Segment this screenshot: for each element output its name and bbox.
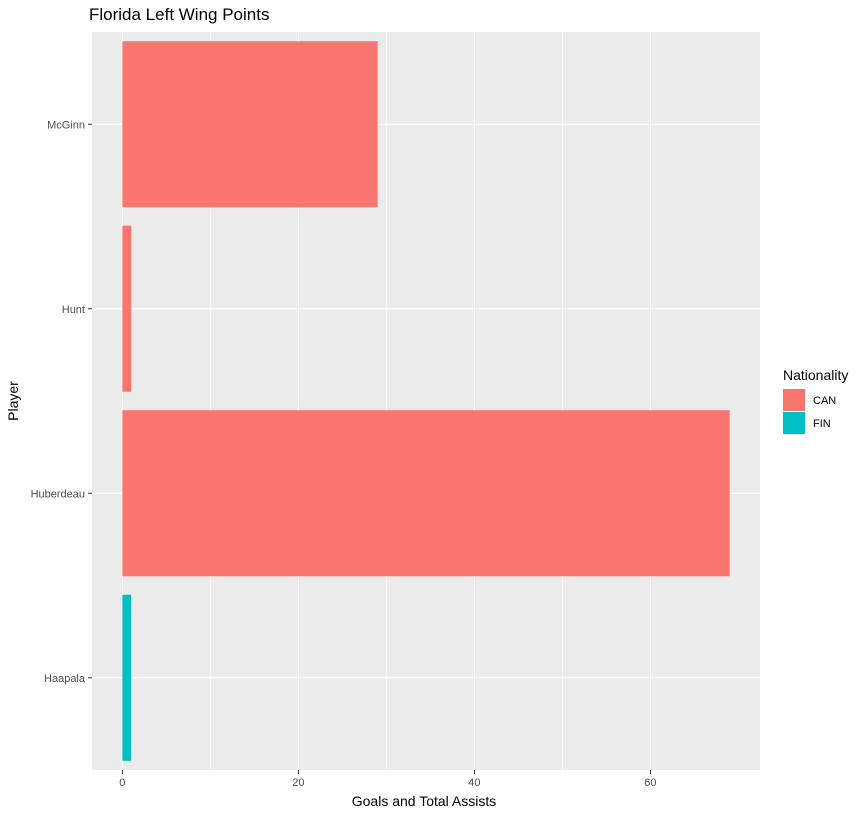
- y-tick-label: Hunt: [62, 304, 85, 316]
- legend: Nationality CAN FIN: [783, 367, 848, 434]
- x-tick-label: 20: [292, 777, 304, 789]
- y-axis: Haapala Huberdeau Hunt McGinn: [31, 119, 92, 685]
- x-axis: 0 20 40 60: [119, 770, 657, 789]
- x-tick-label: 60: [644, 777, 656, 789]
- bar-hunt: [122, 225, 132, 392]
- chart-title: Florida Left Wing Points: [89, 5, 269, 24]
- legend-key-can: [783, 389, 805, 411]
- y-tick-label: Huberdeau: [31, 488, 85, 500]
- y-axis-title: Player: [5, 381, 21, 421]
- bars: [122, 41, 730, 761]
- bar-haapala: [122, 594, 132, 761]
- bar-huberdeau: [122, 410, 730, 577]
- y-tick-label: McGinn: [47, 119, 85, 131]
- x-axis-title: Goals and Total Assists: [352, 793, 496, 809]
- legend-key-fin: [783, 412, 805, 434]
- x-tick-label: 40: [468, 777, 480, 789]
- legend-label: CAN: [813, 395, 836, 407]
- legend-label: FIN: [813, 418, 831, 430]
- y-tick-label: Haapala: [44, 673, 86, 685]
- x-tick-label: 0: [119, 777, 125, 789]
- legend-title: Nationality: [783, 367, 848, 383]
- bar-mcginn: [122, 41, 378, 208]
